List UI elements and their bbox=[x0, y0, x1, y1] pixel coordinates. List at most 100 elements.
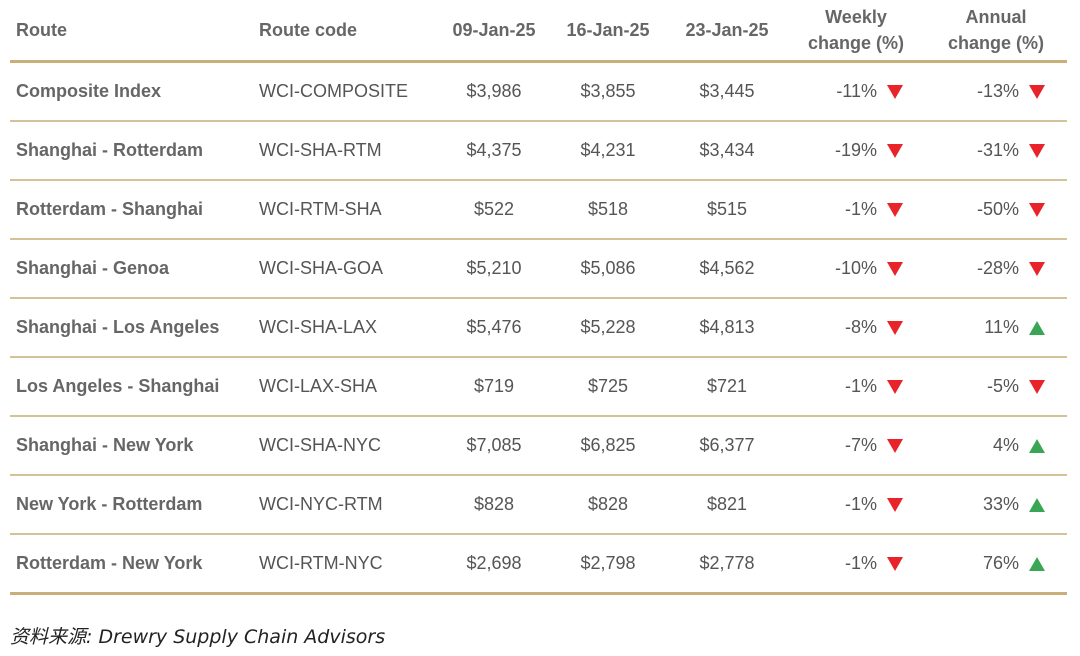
week-2-rate-cell: $2,798 bbox=[549, 534, 667, 595]
header-annual-line2: change (%) bbox=[947, 33, 1044, 53]
week-2-rate-cell: $725 bbox=[549, 357, 667, 417]
week-3-rate-cell: $821 bbox=[667, 475, 787, 535]
weekly-change-cell: -7% bbox=[787, 416, 925, 476]
weekly-change-value: -1% bbox=[844, 376, 877, 397]
annual-change-cell: 76% bbox=[925, 534, 1067, 595]
triangle-down-icon bbox=[1029, 379, 1045, 395]
route-name-cell: Rotterdam - Shanghai bbox=[10, 180, 253, 240]
header-weekly-line2: change (%) bbox=[807, 33, 904, 53]
weekly-change-value: -11% bbox=[836, 81, 877, 102]
header-week-2: 16-Jan-25 bbox=[549, 0, 667, 63]
annual-change-cell: -31% bbox=[925, 121, 1067, 181]
triangle-down-icon bbox=[1029, 84, 1045, 100]
annual-change-cell: -28% bbox=[925, 239, 1067, 299]
table-row: Shanghai - Los Angeles WCI-SHA-LAX $5,476 $… bbox=[10, 298, 1067, 358]
week-3-rate-cell: $3,434 bbox=[667, 121, 787, 181]
week-3-rate-cell: $3,445 bbox=[667, 61, 787, 122]
table-body: Composite Index WCI-COMPOSITE $3,986 $3,855… bbox=[10, 61, 1067, 595]
triangle-down-icon bbox=[887, 438, 903, 454]
week-1-rate-cell: $5,476 bbox=[439, 298, 549, 358]
triangle-down-icon bbox=[887, 379, 903, 395]
weekly-change-value: -10% bbox=[834, 258, 877, 279]
weekly-change-cell: -1% bbox=[787, 534, 925, 595]
route-name-cell: Shanghai - New York bbox=[10, 416, 253, 476]
triangle-down-icon bbox=[1029, 261, 1045, 277]
triangle-down-icon bbox=[1029, 143, 1045, 159]
weekly-change-cell: -10% bbox=[787, 239, 925, 299]
annual-change-value: -50% bbox=[976, 199, 1019, 220]
table-header: Route Route code 09-Jan-25 16-Jan-25 23-… bbox=[10, 0, 1067, 63]
annual-change-cell: 11% bbox=[925, 298, 1067, 358]
annual-change-value: 76% bbox=[982, 553, 1019, 574]
annual-change-cell: -13% bbox=[925, 61, 1067, 122]
week-1-rate-cell: $522 bbox=[439, 180, 549, 240]
route-name-cell: Los Angeles - Shanghai bbox=[10, 357, 253, 417]
annual-change-value: -5% bbox=[986, 376, 1019, 397]
route-name-cell: Shanghai - Genoa bbox=[10, 239, 253, 299]
week-3-rate-cell: $721 bbox=[667, 357, 787, 417]
table-row: New York - Rotterdam WCI-NYC-RTM $828 $828 $… bbox=[10, 475, 1067, 535]
annual-change-value: 4% bbox=[992, 435, 1019, 456]
route-code-cell: WCI-NYC-RTM bbox=[253, 475, 439, 535]
table-row: Composite Index WCI-COMPOSITE $3,986 $3,855… bbox=[10, 61, 1067, 122]
table-row: Los Angeles - Shanghai WCI-LAX-SHA $719 $72… bbox=[10, 357, 1067, 417]
header-annual-change: Annual change (%) bbox=[925, 0, 1067, 63]
annual-change-value: 33% bbox=[982, 494, 1019, 515]
weekly-change-cell: -1% bbox=[787, 475, 925, 535]
week-2-rate-cell: $3,855 bbox=[549, 61, 667, 122]
header-route: Route bbox=[10, 0, 253, 63]
weekly-change-value: -1% bbox=[844, 494, 877, 515]
week-2-rate-cell: $828 bbox=[549, 475, 667, 535]
weekly-change-value: -8% bbox=[844, 317, 877, 338]
week-2-rate-cell: $518 bbox=[549, 180, 667, 240]
week-1-rate-cell: $7,085 bbox=[439, 416, 549, 476]
route-code-cell: WCI-SHA-GOA bbox=[253, 239, 439, 299]
route-name-cell: New York - Rotterdam bbox=[10, 475, 253, 535]
route-code-cell: WCI-SHA-NYC bbox=[253, 416, 439, 476]
triangle-up-icon bbox=[1029, 438, 1045, 454]
route-code-cell: WCI-LAX-SHA bbox=[253, 357, 439, 417]
route-code-cell: WCI-COMPOSITE bbox=[253, 61, 439, 122]
wci-rates-table: Route Route code 09-Jan-25 16-Jan-25 23-… bbox=[10, 0, 1067, 595]
header-annual-line1: Annual bbox=[965, 7, 1027, 27]
route-name-cell: Composite Index bbox=[10, 61, 253, 122]
triangle-down-icon bbox=[887, 497, 903, 513]
week-3-rate-cell: $2,778 bbox=[667, 534, 787, 595]
triangle-up-icon bbox=[1029, 320, 1045, 336]
route-code-cell: WCI-RTM-SHA bbox=[253, 180, 439, 240]
week-3-rate-cell: $4,562 bbox=[667, 239, 787, 299]
week-2-rate-cell: $5,086 bbox=[549, 239, 667, 299]
triangle-down-icon bbox=[887, 202, 903, 218]
triangle-down-icon bbox=[887, 320, 903, 336]
weekly-change-cell: -8% bbox=[787, 298, 925, 358]
week-1-rate-cell: $719 bbox=[439, 357, 549, 417]
header-week-1: 09-Jan-25 bbox=[439, 0, 549, 63]
week-1-rate-cell: $828 bbox=[439, 475, 549, 535]
week-2-rate-cell: $5,228 bbox=[549, 298, 667, 358]
weekly-change-cell: -11% bbox=[787, 61, 925, 122]
header-weekly-line1: Weekly bbox=[825, 7, 887, 27]
weekly-change-cell: -1% bbox=[787, 357, 925, 417]
weekly-change-value: -1% bbox=[844, 553, 877, 574]
triangle-down-icon bbox=[887, 84, 903, 100]
annual-change-cell: -50% bbox=[925, 180, 1067, 240]
week-3-rate-cell: $4,813 bbox=[667, 298, 787, 358]
triangle-down-icon bbox=[887, 556, 903, 572]
route-name-cell: Rotterdam - New York bbox=[10, 534, 253, 595]
rates-table-container: Route Route code 09-Jan-25 16-Jan-25 23-… bbox=[10, 0, 1067, 595]
route-name-cell: Shanghai - Los Angeles bbox=[10, 298, 253, 358]
week-1-rate-cell: $2,698 bbox=[439, 534, 549, 595]
week-2-rate-cell: $6,825 bbox=[549, 416, 667, 476]
week-1-rate-cell: $4,375 bbox=[439, 121, 549, 181]
annual-change-cell: 4% bbox=[925, 416, 1067, 476]
weekly-change-value: -1% bbox=[844, 199, 877, 220]
table-row: Shanghai - Rotterdam WCI-SHA-RTM $4,375 $4,… bbox=[10, 121, 1067, 181]
route-code-cell: WCI-SHA-LAX bbox=[253, 298, 439, 358]
triangle-up-icon bbox=[1029, 556, 1045, 572]
route-code-cell: WCI-RTM-NYC bbox=[253, 534, 439, 595]
week-2-rate-cell: $4,231 bbox=[549, 121, 667, 181]
table-row: Rotterdam - New York WCI-RTM-NYC $2,698 $2,… bbox=[10, 534, 1067, 595]
table-row: Shanghai - Genoa WCI-SHA-GOA $5,210 $5,086 $… bbox=[10, 239, 1067, 299]
route-code-cell: WCI-SHA-RTM bbox=[253, 121, 439, 181]
annual-change-value: -13% bbox=[976, 81, 1019, 102]
